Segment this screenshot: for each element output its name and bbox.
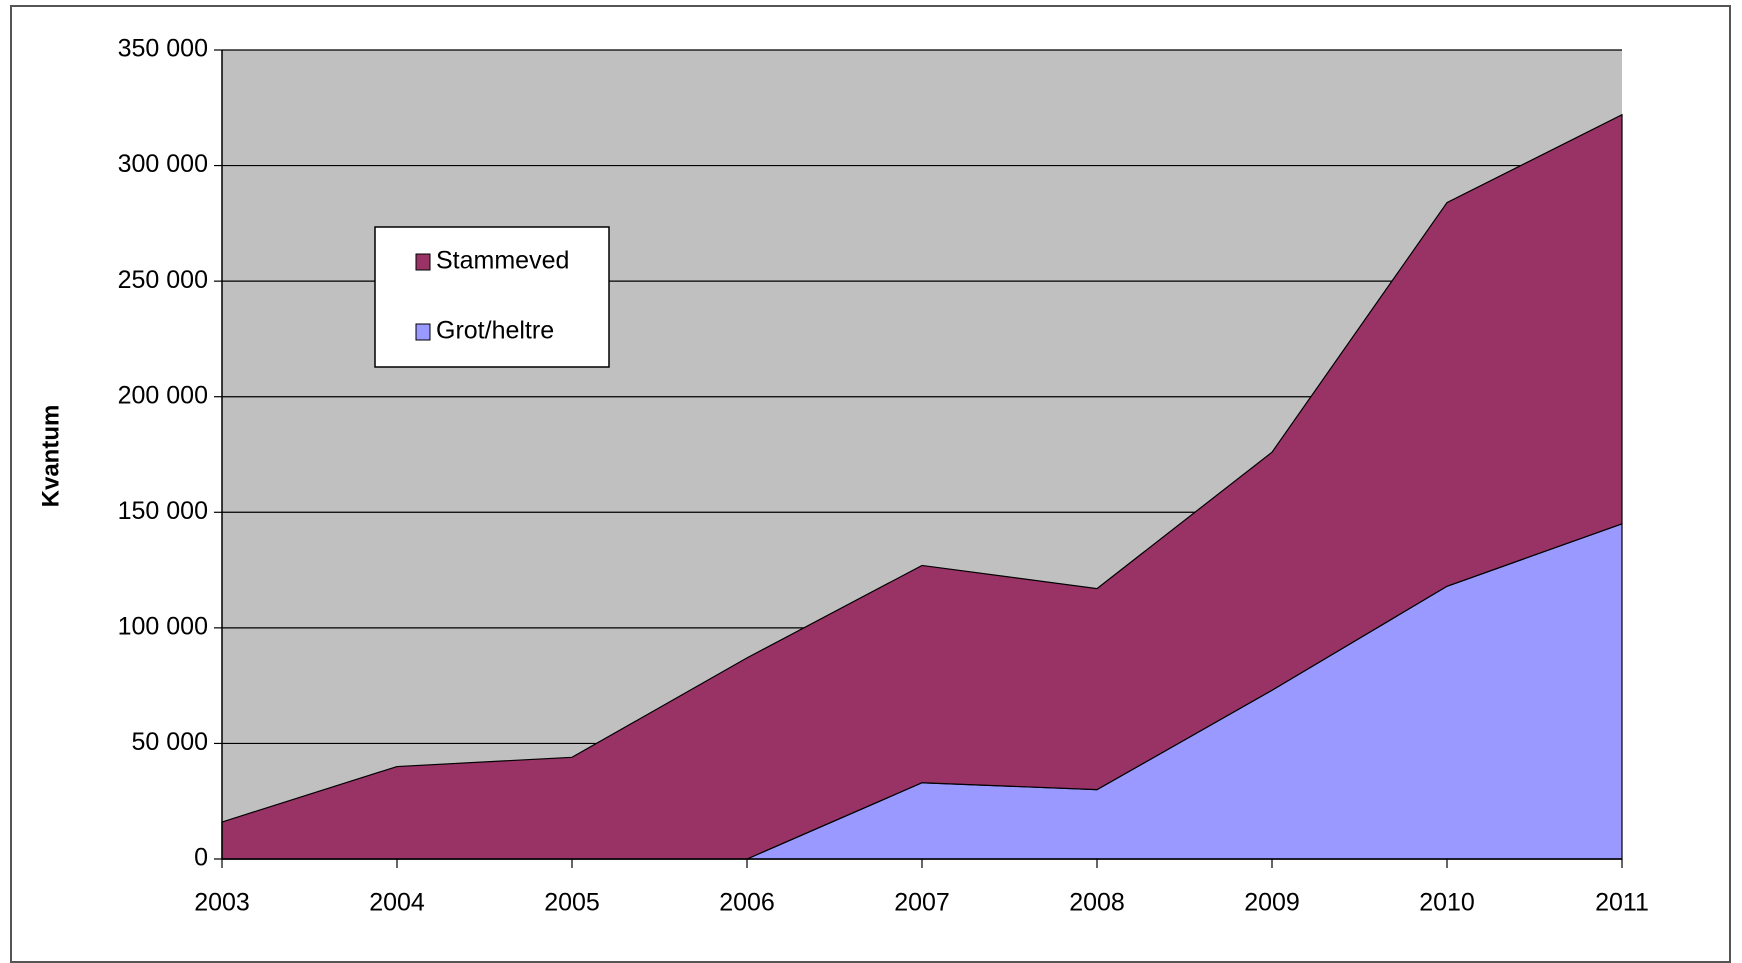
x-tick-label: 2011 xyxy=(1595,889,1649,917)
x-tick-label: 2003 xyxy=(194,889,250,917)
x-tick-label: 2004 xyxy=(369,889,425,917)
y-tick-label: 100 000 xyxy=(118,612,208,640)
y-tick-label: 250 000 xyxy=(118,266,208,294)
legend-label: Grot/heltre xyxy=(436,317,554,345)
legend: Stammeved Grot/heltre xyxy=(374,226,610,368)
x-tick-label: 2005 xyxy=(544,889,600,917)
legend-swatch xyxy=(415,253,431,271)
y-tick-label: 200 000 xyxy=(118,381,208,409)
x-tick-label: 2009 xyxy=(1244,889,1300,917)
y-tick-label: 300 000 xyxy=(118,150,208,178)
y-tick-label: 150 000 xyxy=(118,497,208,525)
y-tick-label: 350 000 xyxy=(118,35,208,63)
x-tick-label: 2006 xyxy=(719,889,775,917)
x-tick-label: 2007 xyxy=(894,889,950,917)
legend-swatch xyxy=(415,323,431,341)
y-tick-label: 50 000 xyxy=(132,728,208,756)
x-tick-label: 2010 xyxy=(1419,889,1475,917)
legend-label: Stammeved xyxy=(436,247,569,275)
y-tick-label: 0 xyxy=(194,844,208,872)
legend-box xyxy=(374,226,610,368)
y-axis-label: Kvantum xyxy=(37,405,64,508)
x-tick-label: 2008 xyxy=(1069,889,1125,917)
